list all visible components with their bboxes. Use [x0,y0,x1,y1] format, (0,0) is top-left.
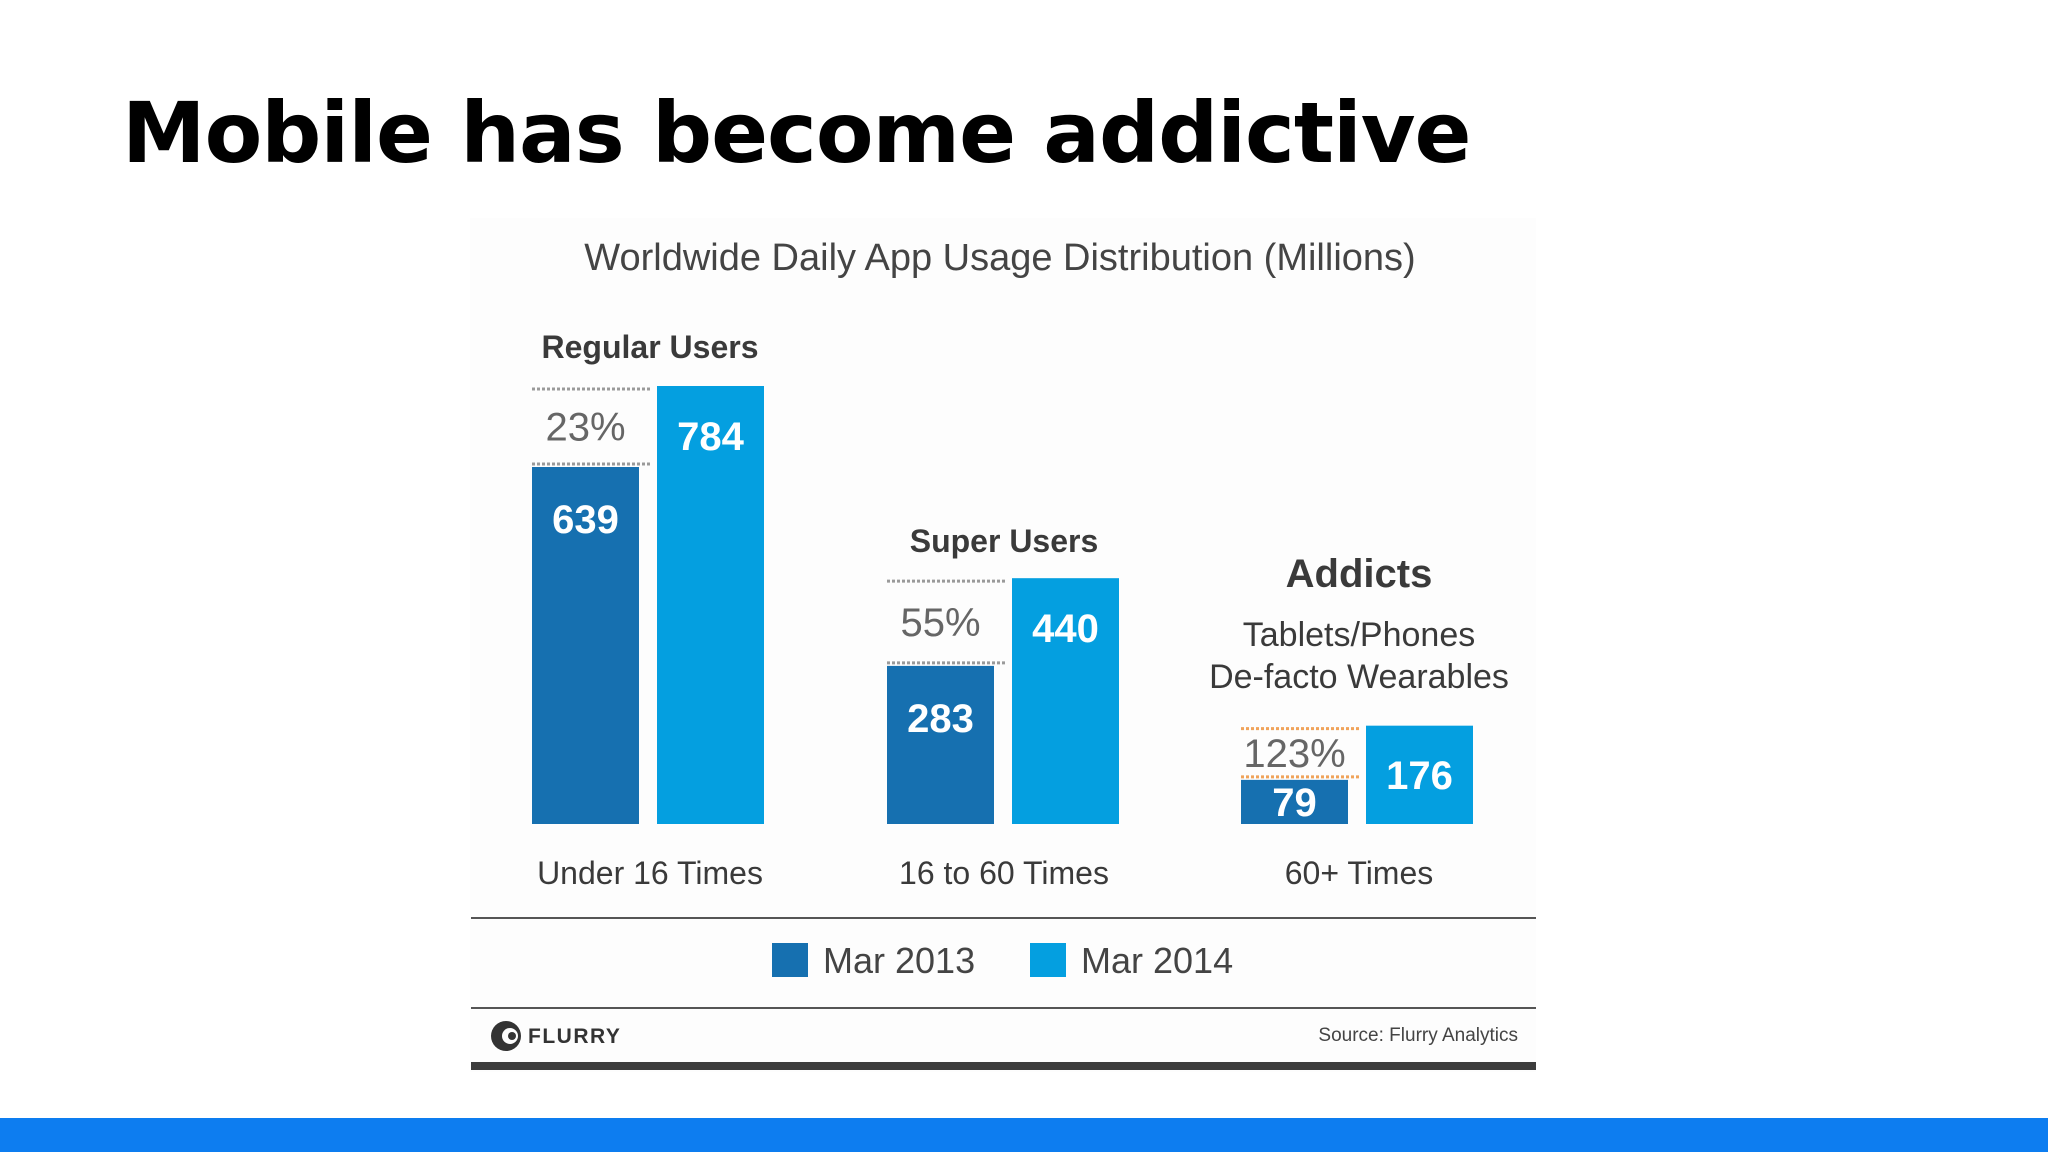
source-note: Source: Flurry Analytics [1318,1025,1518,1046]
group-label-super-users: Super Users [910,523,1099,559]
bar-mar-2014-60-times [1366,725,1473,824]
value-label-mar-2013-60-times: 79 [1272,781,1317,825]
legend-swatch-mar-2014 [1030,943,1066,977]
bar-mar-2013-60-times [1241,779,1348,824]
flurry-logo-text: FLURRY [528,1025,621,1048]
flurry-logo-icon-core [508,1032,516,1040]
slide-title: Mobile has become addictive [122,84,1471,182]
bar-mar-2013-16-to-60-times [887,665,994,824]
legend-label-mar-2013: Mar 2013 [823,940,975,981]
legend-swatch-mar-2013 [772,943,808,977]
bars-layer: 23% 639 784 55% 283 440 123% 79 176 [532,386,1473,825]
value-label-mar-2014-under-16-times: 784 [677,415,744,459]
group-label-addicts: Addicts [1286,552,1433,596]
value-label-mar-2014-60-times: 176 [1386,754,1453,798]
bar-mar-2014-16-to-60-times [1012,578,1119,824]
value-label-mar-2013-under-16-times: 639 [552,498,619,542]
group-label-regular-users: Regular Users [542,329,759,365]
chart-panel [470,218,1536,1072]
value-label-mar-2013-16-to-60-times: 283 [907,697,974,741]
bar-mar-2014-under-16-times [657,386,764,824]
category-label-16-to-60: 16 to 60 Times [899,855,1109,891]
category-label-under-16: Under 16 Times [537,855,763,891]
legend-label-mar-2014: Mar 2014 [1081,940,1233,981]
value-label-mar-2014-16-to-60-times: 440 [1032,607,1099,651]
growth-label-16-to-60-times: 55% [900,601,980,645]
category-label-60-plus: 60+ Times [1285,855,1434,891]
addicts-subtitle-line-1: Tablets/Phones [1243,616,1476,654]
growth-label-60-times: 123% [1243,732,1345,776]
addicts-subtitle-line-2: De-facto Wearables [1209,658,1509,696]
chart-title: Worldwide Daily App Usage Distribution (… [584,237,1415,279]
flurry-logo: FLURRY [491,1021,621,1051]
slide-accent-bar [0,1118,2048,1152]
chart-bottom-rule [471,1062,1536,1070]
growth-label-under-16-times: 23% [545,406,625,450]
bar-mar-2013-under-16-times [532,467,639,824]
